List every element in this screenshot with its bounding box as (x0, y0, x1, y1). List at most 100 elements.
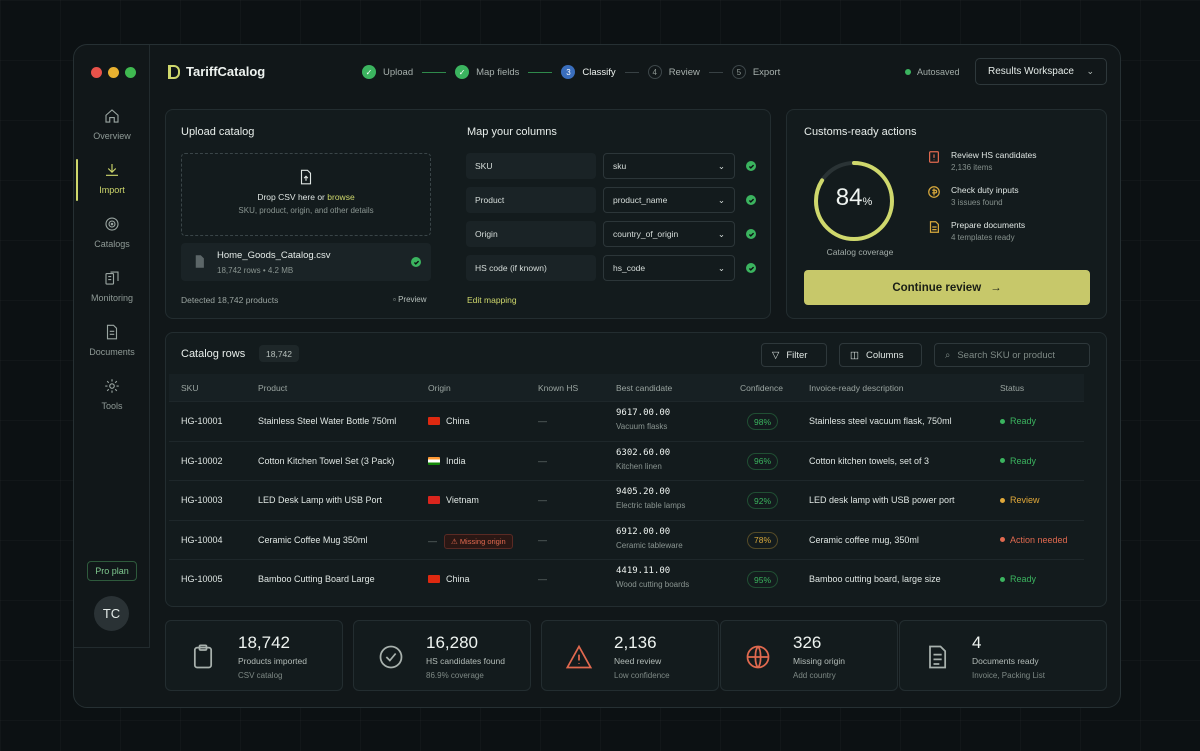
close-dot[interactable] (91, 67, 102, 78)
step-number: 5 (731, 65, 746, 79)
col-confidence[interactable]: Confidence (740, 383, 784, 393)
confidence-badge: 92% (747, 492, 778, 509)
preview-link[interactable]: ▫ Preview (393, 295, 427, 304)
status-text: Ready (1010, 416, 1037, 426)
missing-origin-badge[interactable]: ⚠ Missing origin (444, 533, 513, 549)
description-cell: LED desk lamp with USB power port (809, 495, 955, 505)
app-logo[interactable]: TariffCatalog (168, 64, 265, 79)
minimize-dot[interactable] (108, 67, 119, 78)
catalog-title: Catalog rows (181, 348, 246, 360)
step-number: 3 (561, 65, 576, 79)
sidebar-item-documents[interactable]: Documents (74, 323, 150, 357)
chevron-down-icon: ⌄ (717, 160, 725, 171)
file-icon (195, 255, 204, 268)
document-icon (929, 645, 947, 669)
stat-value: 326 (793, 633, 822, 652)
known-hs-cell: — (538, 455, 547, 466)
step-map-fields[interactable]: ✓ Map fields (455, 65, 519, 79)
step-connector (708, 71, 723, 73)
map-select-product[interactable]: product_name ⌄ (603, 187, 735, 213)
edit-mapping-link[interactable]: Edit mapping (467, 295, 517, 305)
origin-cell: — ⚠ Missing origin (428, 533, 513, 549)
hs-category: Electric table lamps (616, 501, 686, 510)
step-label: Export (752, 66, 781, 78)
search-input[interactable]: ⌕ Search SKU or product (934, 343, 1090, 367)
col-origin[interactable]: Origin (428, 383, 451, 393)
download-icon (106, 164, 118, 176)
stat-hs-candidates: 16,280 HS candidates found 86.9% coverage (353, 620, 531, 691)
stat-label: Documents ready (972, 656, 1039, 666)
candidate-cell: 4419.11.00 Wood cutting boards (616, 566, 689, 589)
sidebar-item-label: Monitoring (90, 293, 134, 303)
maximize-dot[interactable] (125, 67, 136, 78)
map-select-hs-code[interactable]: hs_code ⌄ (603, 255, 735, 281)
col-known-hs[interactable]: Known HS (538, 383, 579, 393)
columns-button[interactable]: ◫ Columns (839, 343, 922, 367)
map-select-sku[interactable]: sku ⌄ (603, 153, 735, 179)
customs-actions-panel: Customs-ready actions 84% Catalog covera… (786, 109, 1107, 319)
clipboard-icon (193, 644, 213, 669)
col-best-candidate[interactable]: Best candidate (616, 383, 673, 393)
check-icon (746, 161, 756, 171)
sidebar-item-overview[interactable]: Overview (74, 107, 150, 141)
origin-text: Missing origin (459, 536, 506, 546)
home-icon (105, 109, 119, 123)
col-sku[interactable]: SKU (181, 383, 199, 393)
origin-cell: China (428, 574, 470, 584)
file-name: Home_Goods_Catalog.csv (217, 250, 331, 261)
table-row[interactable]: HG-10003 LED Desk Lamp with USB Port Vietn… (169, 480, 1084, 519)
confidence-cell: 98% (747, 413, 778, 430)
col-status[interactable]: Status (1000, 383, 1025, 393)
sidebar-item-import[interactable]: Import (74, 161, 150, 195)
stat-products-imported: 18,742 Products imported CSV catalog (165, 620, 343, 691)
table-row[interactable]: HG-10005 Bamboo Cutting Board Large China —… (169, 559, 1084, 598)
filter-button[interactable]: ▽ Filter (761, 343, 827, 367)
flag-icon (428, 456, 440, 465)
candidate-cell: 6302.60.00 Kitchen linen (616, 448, 670, 471)
action-check-duty[interactable]: Check duty inputs 3 issues found (927, 185, 1019, 207)
step-review[interactable]: 4 Review (647, 65, 700, 79)
flag-icon (428, 496, 440, 504)
sku-cell: HG-10003 (181, 495, 223, 505)
hs-code: 9405.20.00 (616, 487, 671, 497)
warning-icon (565, 644, 593, 669)
col-product[interactable]: Product (258, 383, 288, 393)
map-select-origin[interactable]: country_of_origin ⌄ (603, 221, 735, 247)
step-upload[interactable]: ✓ Upload (362, 65, 413, 79)
hs-category: Wood cutting boards (616, 580, 690, 589)
status-dot (1000, 497, 1005, 503)
continue-review-button[interactable]: Continue review → (804, 270, 1090, 305)
monitoring-icon (105, 271, 119, 285)
drop-zone[interactable]: Drop CSV here or browse SKU, product, or… (181, 153, 431, 236)
sidebar-item-tools[interactable]: Tools (74, 377, 150, 411)
workspace-select[interactable]: Results Workspace ⌄ (975, 58, 1107, 85)
map-source-sku: SKU (466, 153, 596, 179)
filter-label: Filter (786, 349, 808, 361)
sku-cell: HG-10004 (181, 534, 223, 545)
globe-icon (746, 645, 770, 669)
known-hs-cell: — (538, 495, 547, 505)
table-row[interactable]: HG-10002 Cotton Kitchen Towel Set (3 Pack… (169, 440, 1084, 480)
action-review-hs[interactable]: Review HS candidates 2,136 items (927, 150, 1037, 172)
step-export[interactable]: 5 Export (731, 65, 781, 79)
origin-cell: China (428, 416, 470, 426)
plan-badge[interactable]: Pro plan (87, 561, 137, 581)
status-badge: Review (1000, 495, 1040, 505)
alert-document-icon (929, 151, 939, 163)
action-prepare-docs[interactable]: Prepare documents 4 templates ready (927, 220, 1025, 242)
sidebar-item-catalogs[interactable]: Catalogs (74, 215, 150, 249)
browse-link[interactable]: browse (327, 192, 355, 202)
col-description[interactable]: Invoice-ready description (809, 383, 904, 393)
chevron-down-icon: ⌄ (1086, 66, 1094, 76)
confidence-badge: 98% (747, 413, 778, 430)
table-row[interactable]: HG-10001 Stainless Steel Water Bottle 750… (169, 401, 1084, 440)
check-icon (746, 229, 756, 239)
table-header: SKU Product Origin Known HS Best candida… (169, 374, 1084, 401)
sidebar-item-monitoring[interactable]: Monitoring (74, 269, 150, 303)
step-classify[interactable]: 3 Classify (561, 65, 616, 79)
table-row[interactable]: HG-10004 Ceramic Coffee Mug 350ml — ⚠ Missi… (169, 519, 1084, 559)
stat-label: Need review (614, 656, 662, 666)
uploaded-file[interactable]: Home_Goods_Catalog.csv 18,742 rows • 4.2… (181, 243, 431, 281)
avatar[interactable]: TC (94, 596, 129, 631)
